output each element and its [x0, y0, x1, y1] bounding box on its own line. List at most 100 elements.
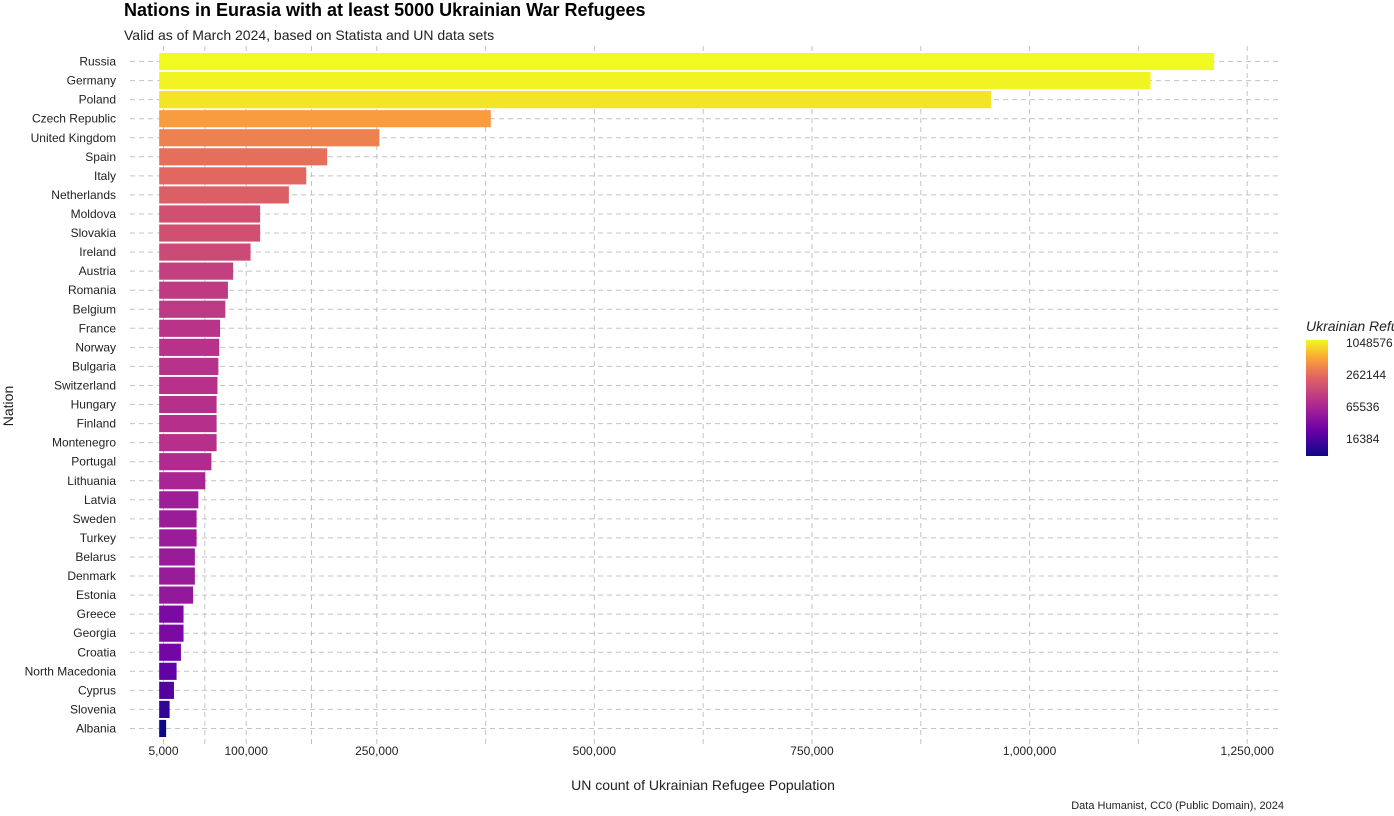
- y-tick-label: Georgia: [73, 626, 116, 640]
- y-tick-label: Montenegro: [52, 436, 116, 450]
- bar: [159, 243, 251, 261]
- x-tick-label: 100,000: [225, 744, 269, 758]
- bar: [159, 129, 380, 147]
- x-tick-label: 5,000: [149, 744, 179, 758]
- y-tick-label: Germany: [67, 74, 116, 88]
- color-legend: Ukrainian Refugees: 16384 65536 262144 1048…: [1306, 318, 1394, 458]
- bar: [159, 205, 261, 223]
- x-tick-label: 1,000,000: [1003, 744, 1057, 758]
- bar: [159, 529, 197, 547]
- bar: [159, 586, 194, 604]
- legend-tick: [1328, 375, 1332, 377]
- legend-color-bar: [1306, 340, 1328, 456]
- chart-subtitle: Valid as of March 2024, based on Statist…: [124, 27, 495, 43]
- y-tick-label: Lithuania: [67, 474, 116, 488]
- y-tick-label: North Macedonia: [25, 664, 117, 678]
- x-tick-label: 1,250,000: [1220, 744, 1274, 758]
- y-tick-label: Slovenia: [70, 702, 116, 716]
- bar: [159, 72, 1151, 90]
- y-tick-label: Latvia: [84, 493, 116, 507]
- bar: [159, 110, 491, 128]
- bar: [159, 472, 206, 490]
- bar: [159, 567, 195, 585]
- y-tick-label: Norway: [75, 340, 116, 354]
- y-tick-label: Portugal: [71, 455, 116, 469]
- legend-break-label: 16384: [1346, 432, 1380, 447]
- bar: [159, 262, 234, 280]
- bar: [159, 605, 184, 623]
- bar: [159, 548, 195, 566]
- y-tick-label: Belgium: [73, 302, 116, 316]
- bar: [159, 700, 170, 718]
- bar: [159, 434, 217, 452]
- y-tick-label: Croatia: [77, 645, 116, 659]
- y-tick-label: Netherlands: [51, 188, 116, 202]
- chart-title: Nations in Eurasia with at least 5000 Uk…: [124, 0, 646, 20]
- bar: [159, 662, 177, 680]
- x-tick-label: 250,000: [355, 744, 399, 758]
- legend-break-label: 65536: [1346, 400, 1380, 415]
- x-tick-labels: 5,000 100,000 250,000 500,000 750,000 1,000,0…: [149, 744, 1275, 758]
- bar: [159, 510, 197, 528]
- y-tick-label: Cyprus: [78, 683, 116, 697]
- bar-layer: [159, 52, 1215, 738]
- bar: [159, 681, 174, 699]
- y-tick-label: Czech Republic: [32, 112, 116, 126]
- y-tick-label: United Kingdom: [31, 131, 116, 145]
- x-axis-label: UN count of Ukrainian Refugee Population: [571, 777, 835, 793]
- y-tick-label: Bulgaria: [72, 359, 116, 373]
- x-tick-label: 750,000: [790, 744, 834, 758]
- y-tick-label: Moldova: [71, 207, 117, 221]
- x-tick-label: 500,000: [573, 744, 617, 758]
- y-tick-label: Romania: [68, 283, 116, 297]
- bar: [159, 376, 218, 395]
- legend-tick: [1328, 407, 1332, 409]
- bar: [159, 357, 219, 375]
- y-tick-label: Greece: [77, 607, 117, 621]
- bar: [159, 395, 217, 414]
- legend-break-label: 1048576: [1346, 336, 1393, 351]
- y-tick-label: France: [79, 321, 117, 335]
- y-tick-label: Austria: [79, 264, 117, 278]
- y-tick-label: Switzerland: [54, 378, 116, 392]
- y-tick-label: Hungary: [71, 398, 116, 412]
- y-tick-label: Slovakia: [71, 226, 117, 240]
- bar: [159, 52, 1215, 71]
- y-tick-label: Russia: [79, 55, 116, 69]
- bar: [159, 224, 261, 242]
- bar: [159, 186, 289, 204]
- y-tick-labels: Russia Germany Poland Czech Republic United …: [25, 55, 117, 736]
- y-tick-label: Albania: [76, 721, 116, 735]
- bar: [159, 453, 212, 471]
- y-tick-label: Belarus: [75, 550, 116, 564]
- chart-caption: Data Humanist, CC0 (Public Domain), 2024: [1071, 800, 1284, 812]
- y-tick-label: Spain: [85, 150, 116, 164]
- legend-tick: [1328, 343, 1332, 345]
- y-tick-label: Turkey: [80, 531, 116, 545]
- bar: [159, 281, 228, 299]
- bar: [159, 319, 221, 337]
- legend-tick: [1328, 439, 1332, 441]
- bar: [159, 624, 184, 642]
- bar: [159, 148, 328, 166]
- y-axis-label: Nation: [0, 385, 16, 427]
- y-tick-label: Italy: [94, 169, 116, 183]
- legend-body: 16384 65536 262144 1048576: [1306, 336, 1394, 458]
- bar: [159, 415, 217, 433]
- y-tick-label: Sweden: [73, 512, 116, 526]
- y-tick-label: Ireland: [79, 245, 116, 259]
- bar: [159, 91, 992, 109]
- bar: [159, 491, 199, 509]
- legend-title: Ukrainian Refugees:: [1306, 318, 1394, 334]
- bar: [159, 338, 220, 356]
- bar: [159, 167, 307, 185]
- bar: [159, 300, 226, 318]
- y-tick-label: Denmark: [67, 569, 117, 583]
- legend-break-label: 262144: [1346, 368, 1387, 383]
- y-tick-label: Finland: [77, 417, 116, 431]
- y-tick-label: Poland: [79, 93, 116, 107]
- bar: [159, 643, 181, 661]
- y-tick-label: Estonia: [76, 588, 116, 602]
- bar: [159, 719, 167, 738]
